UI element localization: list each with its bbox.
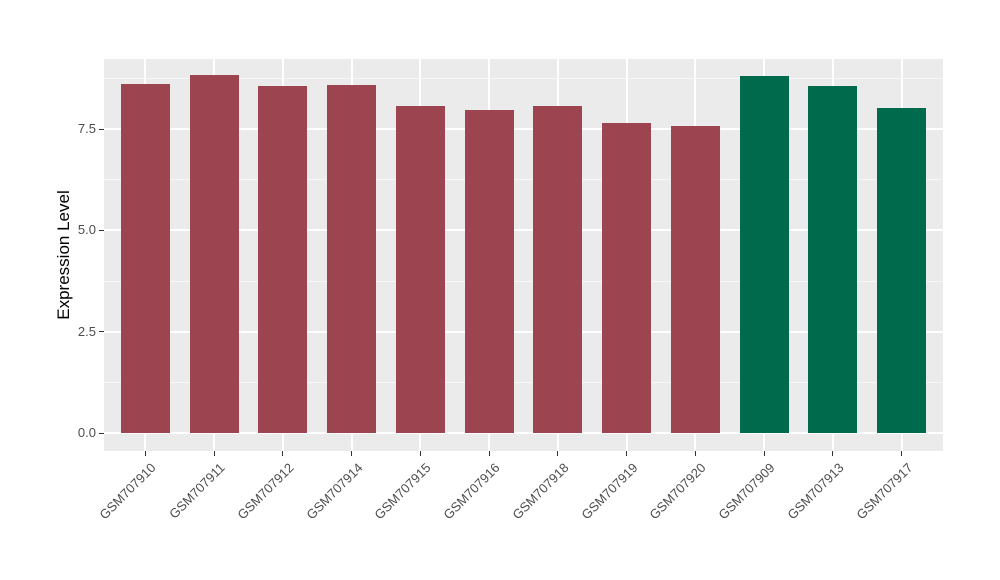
x-tick-label: GSM707909 (715, 460, 778, 523)
bar-GSM707912 (258, 86, 308, 433)
bar-GSM707914 (327, 84, 377, 433)
gridline-major (104, 432, 943, 434)
y-tick-mark (99, 432, 104, 434)
bar-GSM707911 (189, 75, 239, 433)
bar-GSM707916 (464, 110, 514, 433)
x-tick-mark (557, 451, 559, 456)
y-tick-label: 2.5 (77, 323, 96, 339)
x-tick-label: GSM707914 (302, 460, 366, 523)
gridline-minor (104, 77, 943, 79)
gridline-major (104, 128, 943, 130)
gridline-minor (104, 179, 943, 181)
x-tick-mark (419, 451, 421, 456)
gridline-minor (104, 381, 943, 383)
x-tick-label: GSM707910 (96, 460, 159, 523)
x-tick-label: GSM707917 (853, 460, 916, 523)
gridline-major (104, 330, 943, 333)
x-tick-mark (763, 451, 765, 456)
y-tick-label: 7.5 (77, 121, 96, 136)
x-tick-label: GSM707916 (440, 460, 503, 523)
bar-GSM707909 (739, 75, 789, 433)
x-tick-label: GSM707919 (578, 460, 641, 523)
bar-GSM707919 (602, 123, 652, 433)
x-tick-mark (694, 451, 696, 456)
x-tick-mark (488, 451, 490, 456)
x-tick-mark (626, 451, 628, 456)
y-axis-title: Expression Level (54, 190, 73, 320)
x-tick-label: GSM707913 (784, 460, 847, 523)
x-tick-label: GSM707920 (646, 460, 710, 523)
bar-GSM707920 (670, 125, 720, 433)
y-tick-mark (99, 331, 104, 333)
x-tick-label: GSM707911 (166, 460, 228, 522)
x-tick-mark (832, 451, 834, 456)
bar-GSM707913 (808, 85, 858, 433)
gridline-major (104, 229, 943, 232)
x-tick-label: GSM707915 (371, 460, 434, 523)
plot-panel (104, 59, 943, 451)
x-tick-label: GSM707918 (509, 460, 572, 523)
y-tick-mark (99, 229, 104, 231)
x-tick-mark (351, 451, 353, 456)
gridline-minor (104, 280, 943, 282)
y-tick-mark (99, 128, 104, 130)
x-tick-label: GSM707912 (234, 460, 297, 523)
x-tick-mark (213, 451, 215, 456)
y-tick-label: 0.0 (77, 425, 96, 440)
x-tick-mark (144, 451, 146, 456)
y-tick-label: 5.0 (77, 222, 96, 238)
bar-GSM707915 (395, 105, 445, 433)
x-tick-mark (282, 451, 284, 456)
bar-GSM707918 (533, 105, 583, 433)
x-tick-mark (901, 451, 903, 456)
bar-GSM707910 (120, 84, 170, 433)
bar-GSM707917 (877, 107, 927, 433)
